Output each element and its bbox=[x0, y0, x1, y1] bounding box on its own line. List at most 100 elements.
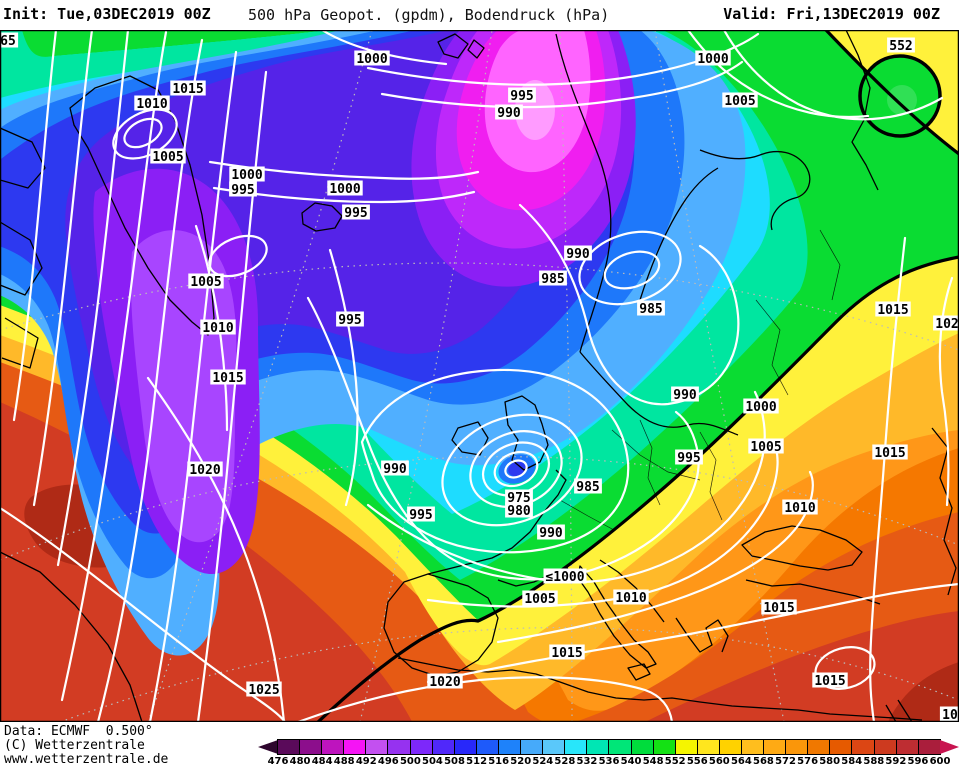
pressure-label: 1005 bbox=[722, 92, 758, 109]
colorbar-segment bbox=[851, 740, 874, 754]
pressure-label: 1020 bbox=[187, 461, 223, 478]
pressure-label: 1000 bbox=[695, 50, 731, 67]
pressure-label: 995 bbox=[407, 506, 435, 523]
pressure-label: 990 bbox=[537, 524, 565, 541]
header: Init: Tue,03DEC2019 00Z 500 hPa Geopot. … bbox=[0, 0, 959, 30]
colorbar-tick: 524 bbox=[532, 756, 554, 767]
svg-text:990: 990 bbox=[497, 106, 521, 121]
svg-text:1025: 1025 bbox=[248, 683, 279, 698]
website-label: www.wetterzentrale.de bbox=[4, 752, 169, 767]
colorbar-segment bbox=[497, 740, 521, 754]
pressure-label: 1015 bbox=[210, 369, 246, 386]
pressure-label: 1010 bbox=[134, 95, 170, 112]
svg-text:995: 995 bbox=[510, 89, 533, 104]
svg-text:995: 995 bbox=[677, 451, 700, 466]
colorbar-tick: 480 bbox=[289, 756, 311, 767]
pressure-label: 1025 bbox=[246, 681, 282, 698]
colorbar-segment bbox=[409, 740, 432, 754]
pressure-label: 1015 bbox=[875, 301, 911, 318]
footer: Data: ECMWF 0.500° (C) Wetterzentrale ww… bbox=[0, 722, 959, 770]
svg-text:1005: 1005 bbox=[750, 440, 781, 455]
svg-text:1005: 1005 bbox=[524, 592, 555, 607]
colorbar-segment bbox=[696, 740, 719, 754]
pressure-label: 1000 bbox=[743, 398, 779, 415]
pressure-label: 1010 bbox=[782, 499, 818, 516]
colorbar-arrow-left bbox=[258, 740, 278, 754]
colorbar-segment bbox=[586, 740, 609, 754]
pressure-label: 1015 bbox=[170, 80, 206, 97]
colorbar-tick: 504 bbox=[422, 756, 443, 767]
pressure-label: 1000 bbox=[327, 180, 363, 197]
colorbar-tick: 500 bbox=[399, 756, 421, 767]
pressure-label: 985 bbox=[539, 270, 567, 287]
svg-text:1010: 1010 bbox=[202, 321, 233, 336]
colorbar-segment bbox=[740, 740, 764, 754]
colorbar-segment bbox=[807, 740, 830, 754]
pressure-label: 1015 bbox=[761, 599, 797, 616]
svg-text:990: 990 bbox=[383, 462, 407, 477]
colorbar-segment bbox=[829, 740, 852, 754]
colorbar-tick: 532 bbox=[576, 756, 598, 767]
colorbar-segment bbox=[453, 740, 476, 754]
colorbar-tick: 528 bbox=[554, 756, 576, 767]
colorbar-tick: 592 bbox=[885, 756, 907, 767]
data-source-label: Data: ECMWF 0.500° bbox=[4, 724, 153, 739]
colorbar-tick: 516 bbox=[488, 756, 510, 767]
pressure-label: 990 bbox=[564, 245, 592, 262]
copyright-label: (C) Wetterzentrale bbox=[4, 738, 145, 753]
svg-text:1005: 1005 bbox=[724, 94, 755, 109]
svg-text:102: 102 bbox=[935, 317, 958, 332]
colorbar-tick: 560 bbox=[708, 756, 730, 767]
svg-text:1000: 1000 bbox=[356, 52, 387, 67]
svg-text:1015: 1015 bbox=[172, 82, 203, 97]
svg-text:990: 990 bbox=[539, 526, 563, 541]
svg-text:1000: 1000 bbox=[745, 400, 776, 415]
pressure-label: 1010 bbox=[613, 589, 649, 606]
colorbar-arrow-right bbox=[940, 740, 959, 754]
colorbar-tick: 564 bbox=[730, 756, 752, 767]
pressure-label: 995 bbox=[508, 87, 536, 104]
colorbar-segment bbox=[785, 740, 808, 754]
colorbar-tick: 492 bbox=[355, 756, 377, 767]
pressure-label: 990 bbox=[495, 104, 523, 121]
colorbar-segment bbox=[343, 740, 366, 754]
colorbar-segment bbox=[542, 740, 565, 754]
pressure-label: 1005 bbox=[522, 590, 558, 607]
colorbar-bar bbox=[277, 739, 941, 755]
pressure-label: 1020 bbox=[427, 673, 463, 690]
colorbar-tick: 588 bbox=[863, 756, 885, 767]
svg-text:985: 985 bbox=[541, 272, 564, 287]
svg-text:995: 995 bbox=[338, 313, 361, 328]
colorbar-tick: 512 bbox=[466, 756, 488, 767]
colorbar-segment bbox=[718, 740, 741, 754]
pressure-label: 1010 bbox=[200, 319, 236, 336]
colorbar-tick: 520 bbox=[510, 756, 532, 767]
colorbar-segment bbox=[365, 740, 388, 754]
svg-text:1010: 1010 bbox=[784, 501, 815, 516]
colorbar-tick: 540 bbox=[620, 756, 642, 767]
colorbar-segment bbox=[895, 740, 918, 754]
colorbar-tick: 536 bbox=[598, 756, 620, 767]
colorbar-segment bbox=[608, 740, 631, 754]
colorbar-segment bbox=[674, 740, 697, 754]
colorbar-tick: 556 bbox=[686, 756, 708, 767]
pressure-label: 995 bbox=[336, 311, 364, 328]
pressure-label: 995 bbox=[229, 181, 257, 198]
pressure-label: 980 bbox=[505, 502, 533, 519]
svg-text:995: 995 bbox=[344, 206, 367, 221]
svg-text:1000: 1000 bbox=[231, 168, 262, 183]
geopotential-fill-layer bbox=[0, 30, 959, 722]
clipped-label: 65 bbox=[0, 32, 19, 49]
map-title: 500 hPa Geopot. (gpdm), Bodendruck (hPa) bbox=[248, 6, 610, 24]
colorbar-segment bbox=[564, 740, 587, 754]
svg-text:985: 985 bbox=[576, 480, 599, 495]
svg-text:975: 975 bbox=[507, 491, 530, 506]
svg-text:1015: 1015 bbox=[551, 646, 582, 661]
svg-text:1015: 1015 bbox=[212, 371, 243, 386]
isobar-layer bbox=[0, 30, 959, 722]
init-time-label: Init: Tue,03DEC2019 00Z bbox=[3, 5, 211, 23]
pressure-label: 985 bbox=[574, 478, 602, 495]
colorbar-segment bbox=[299, 740, 322, 754]
